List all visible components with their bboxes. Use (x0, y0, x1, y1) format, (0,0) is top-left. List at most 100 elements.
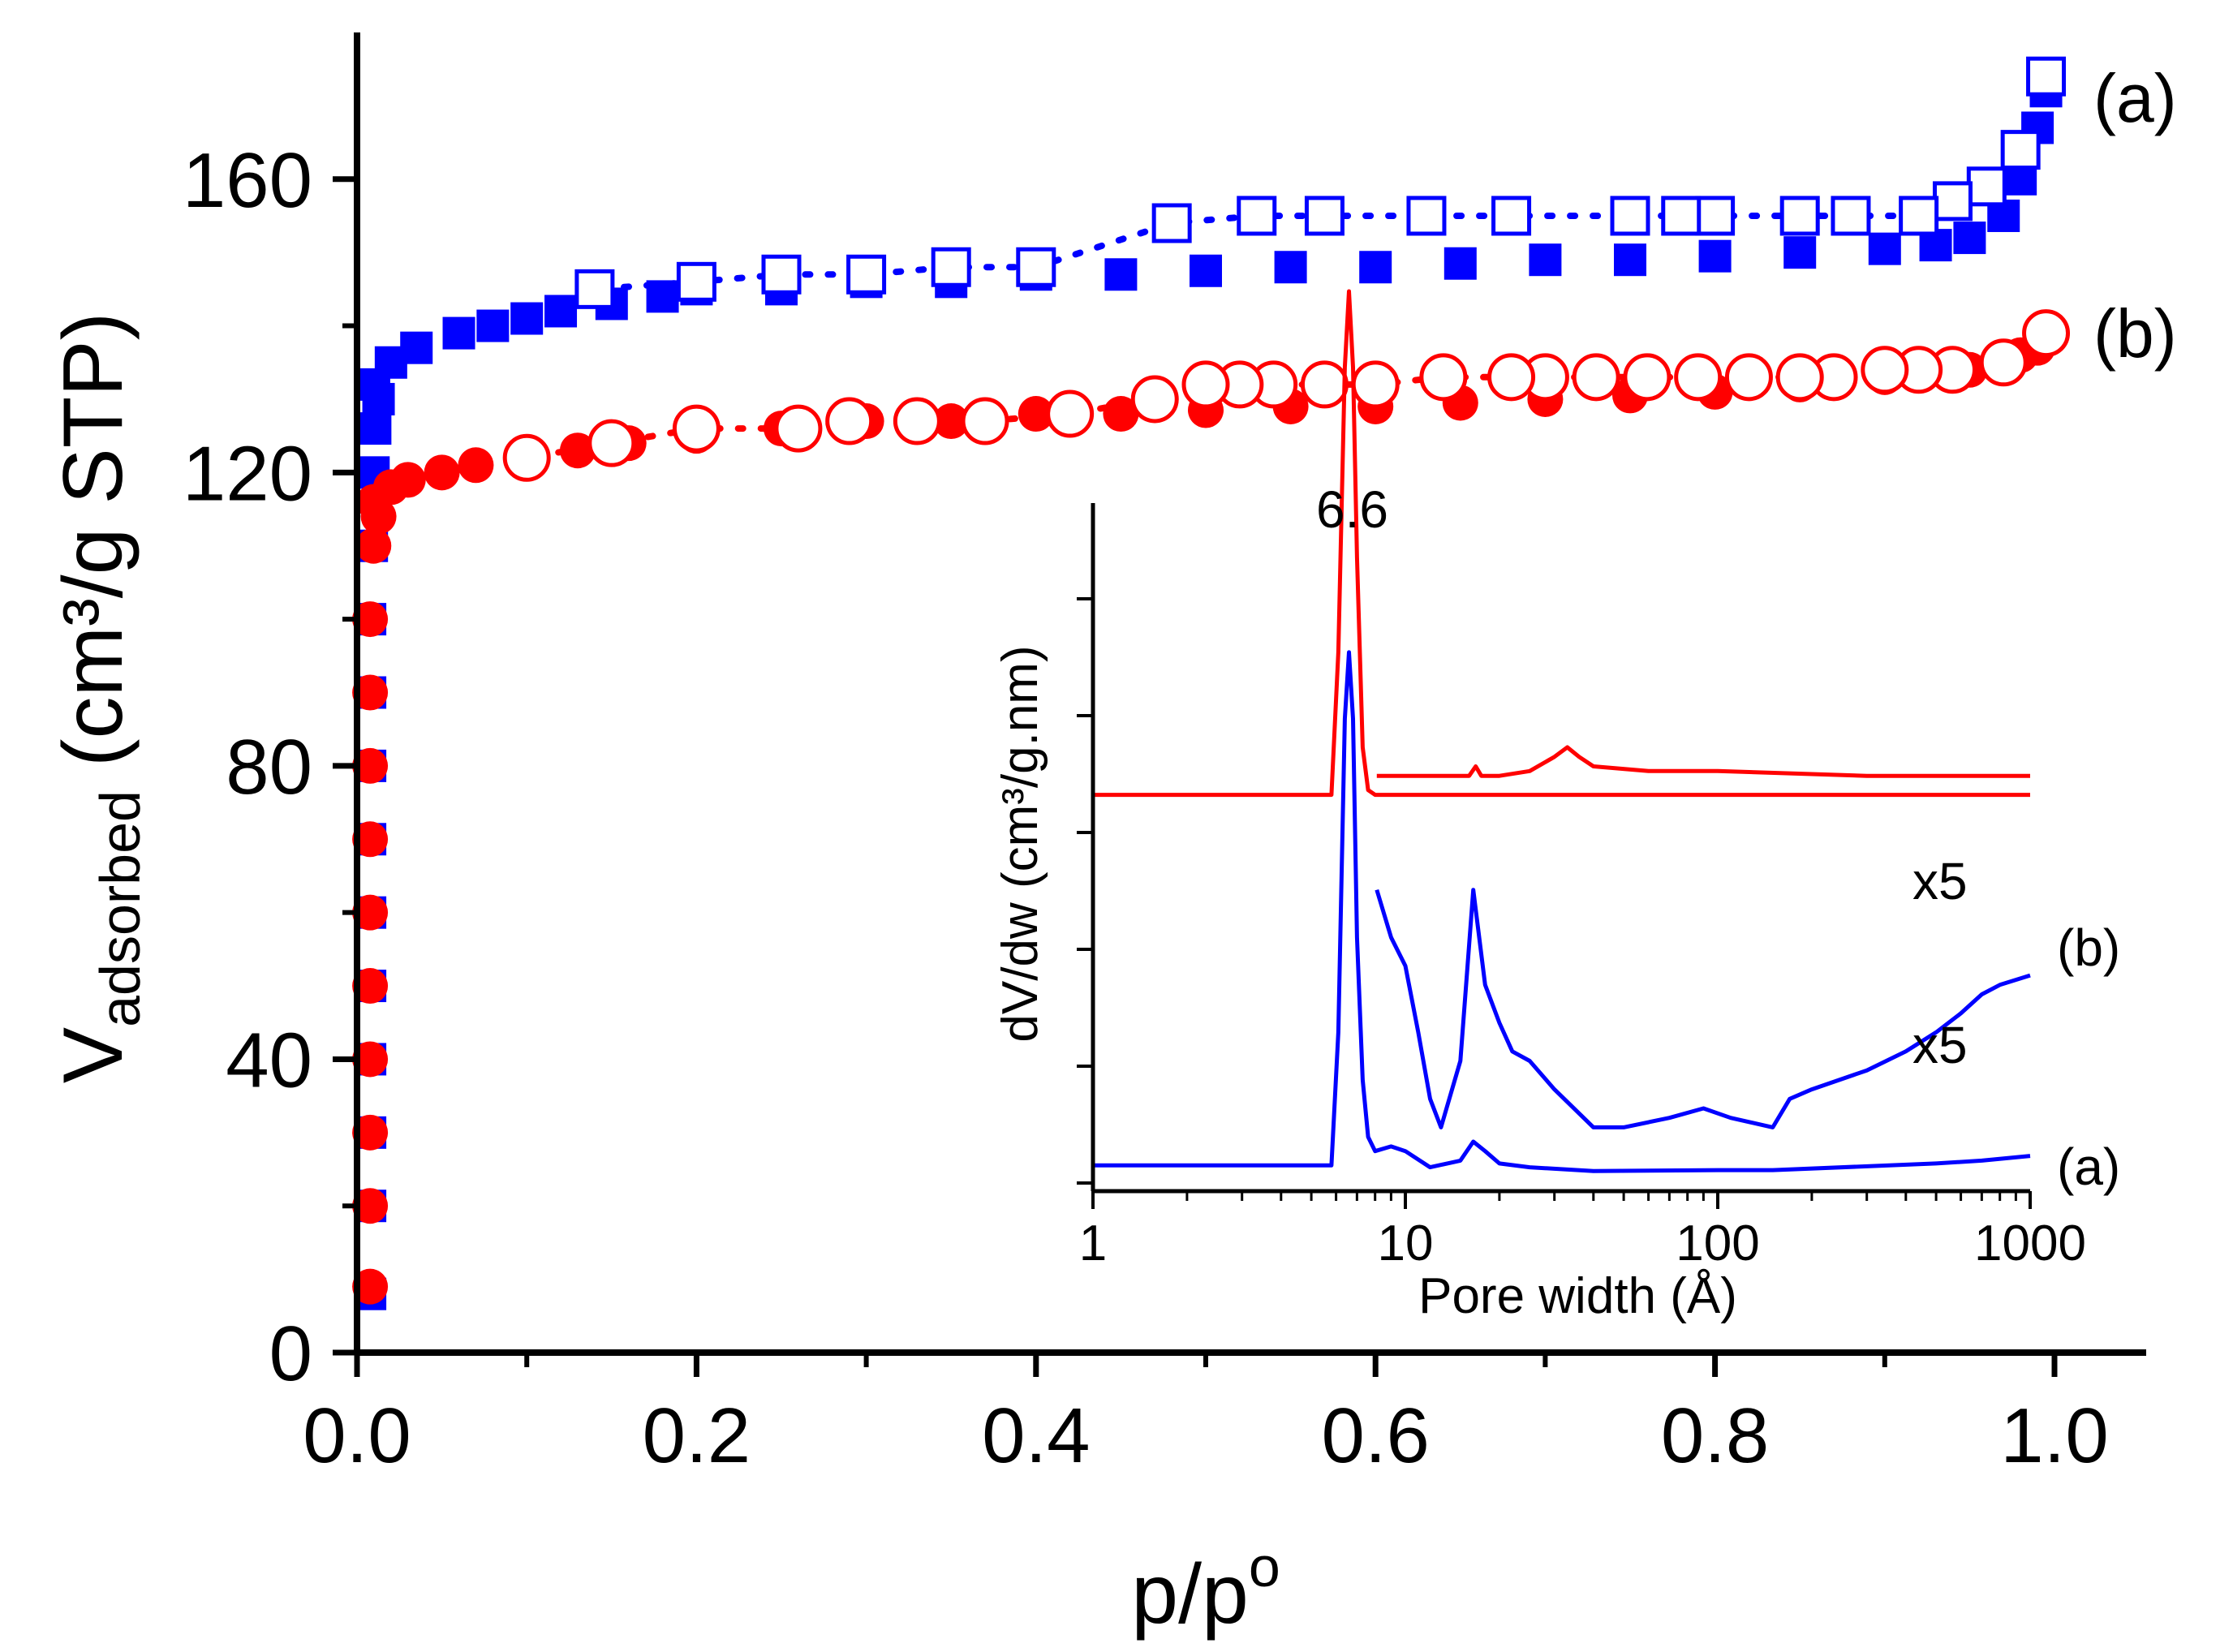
adsorption-point (544, 295, 578, 328)
desorption-point (1304, 196, 1345, 236)
desorption-point (1491, 196, 1532, 236)
desorption-point (1237, 196, 1277, 236)
desorption-point (1487, 353, 1536, 402)
desorption-point (1724, 353, 1773, 402)
desorption-point (502, 433, 551, 482)
adsorption-point (559, 432, 596, 469)
desorption-point (1130, 375, 1179, 424)
adsorption-point (1359, 251, 1392, 284)
adsorption-point (352, 601, 389, 638)
desorption-point (1695, 196, 1736, 236)
main-series-group (352, 56, 2071, 1310)
adsorption-point (352, 747, 389, 784)
adsorption-point (355, 527, 392, 564)
adsorption-point (1274, 251, 1307, 284)
desorption-point (1623, 353, 1672, 402)
inset-series-tag-a: (a) (2057, 1138, 2120, 1196)
x-tick-label: 0.2 (643, 1392, 751, 1479)
adsorption-point (352, 1268, 389, 1305)
desorption-point (2000, 130, 2041, 170)
adsorption-point (1529, 243, 1562, 277)
peak-label: 6.6 (1316, 480, 1388, 539)
desorption-point (931, 247, 971, 287)
adsorption-point (352, 821, 389, 858)
desorption-point (587, 419, 636, 467)
adsorption-point (1190, 254, 1222, 287)
main-axes: 0.0 0.2 0.4 0.6 0.8 1.0 0 40 80 120 160 p/po Vadsorb… (46, 32, 2177, 1641)
desorption-point (1779, 196, 1820, 236)
adsorption-point (510, 302, 544, 335)
adsorption-point (352, 1114, 389, 1151)
adsorption-point (352, 894, 389, 931)
adsorption-point (1868, 232, 1901, 265)
inset-x-axis-title: Pore width (Å) (1418, 1268, 1737, 1324)
adsorption-point (352, 674, 389, 711)
desorption-point (1419, 353, 1468, 402)
y-axis-title: Vadsorbed (cm³/g STP) (46, 312, 152, 1084)
scale-label-b: x5 (1912, 852, 1968, 910)
desorption-point (1932, 181, 1973, 222)
desorption-point (846, 254, 887, 295)
desorption-point (825, 397, 874, 445)
desorption-point (961, 397, 1009, 445)
x-tick-label: 0.4 (982, 1392, 1090, 1479)
main-chart: 0.0 0.2 0.4 0.6 0.8 1.0 0 40 80 120 160 p/po Vadsorb… (46, 32, 2177, 1641)
adsorption-point (1783, 236, 1817, 269)
adsorption-point (352, 1188, 389, 1224)
series-b (352, 309, 2071, 1305)
desorption-point (1351, 360, 1400, 409)
desorption-point (1831, 196, 1871, 236)
desorption-connector (591, 73, 2050, 293)
adsorption-point (1443, 247, 1477, 280)
desorption-point (1300, 360, 1349, 409)
desorption-point (1016, 247, 1056, 287)
adsorption-point (352, 1041, 389, 1078)
x-tick-label: 0.8 (1661, 1392, 1769, 1479)
y-tick-label: 80 (226, 724, 312, 811)
inset-line-0 (1093, 289, 2030, 798)
inset-series-tag-b: (b) (2057, 918, 2120, 977)
inset-series-group (1093, 289, 2031, 1173)
adsorption-point (1103, 396, 1139, 432)
desorption-point (1406, 196, 1447, 236)
adsorption-point (352, 968, 389, 1005)
desorption-point (1610, 196, 1650, 236)
adsorption-point (389, 462, 426, 498)
inset-y-axis-title: dV/dw (cm³/g.nm) (992, 645, 1048, 1042)
adsorption-point (1698, 239, 1732, 273)
adsorption-point (359, 412, 392, 445)
desorption-point (1151, 203, 1192, 243)
y-tick-label: 0 (269, 1310, 312, 1397)
adsorption-point (458, 447, 494, 484)
desorption-point (2026, 56, 2067, 97)
series-tag-b: (b) (2093, 295, 2177, 372)
x-tick-label: 1.0 (2000, 1392, 2108, 1479)
x-tick-label: 0.0 (303, 1392, 411, 1479)
inset-axes: 1 10 100 1000 Pore width (Å) dV/dw (cm³/g.nm)… (992, 480, 2120, 1324)
inset-x-tick-label: 10 (1378, 1215, 1434, 1271)
y-tick-label: 120 (183, 430, 312, 517)
inset-line-3 (1375, 888, 2031, 1129)
desorption-point (1181, 360, 1230, 409)
y-tick-label: 40 (226, 1017, 312, 1103)
inset-line-1 (1376, 745, 2030, 778)
adsorption-point (1104, 258, 1138, 291)
adsorption-point (1018, 396, 1054, 432)
desorption-point (672, 404, 721, 453)
desorption-point (1046, 389, 1095, 438)
desorption-point (1979, 338, 2028, 387)
desorption-point (1899, 196, 1939, 236)
x-tick-label: 0.6 (1321, 1392, 1429, 1479)
adsorption-point (1953, 222, 1986, 255)
desorption-point (893, 397, 941, 445)
scale-label-a: x5 (1912, 1016, 1968, 1074)
desorption-point (1661, 196, 1702, 236)
desorption-point (1775, 353, 1824, 402)
desorption-point (676, 261, 716, 302)
inset-x-tick-label: 100 (1676, 1215, 1759, 1271)
desorption-point (761, 254, 802, 295)
series-a (354, 56, 2067, 1310)
desorption-point (774, 404, 823, 453)
inset-chart: 1 10 100 1000 Pore width (Å) dV/dw (cm³/g.nm)… (992, 289, 2120, 1324)
adsorption-point (476, 309, 510, 342)
